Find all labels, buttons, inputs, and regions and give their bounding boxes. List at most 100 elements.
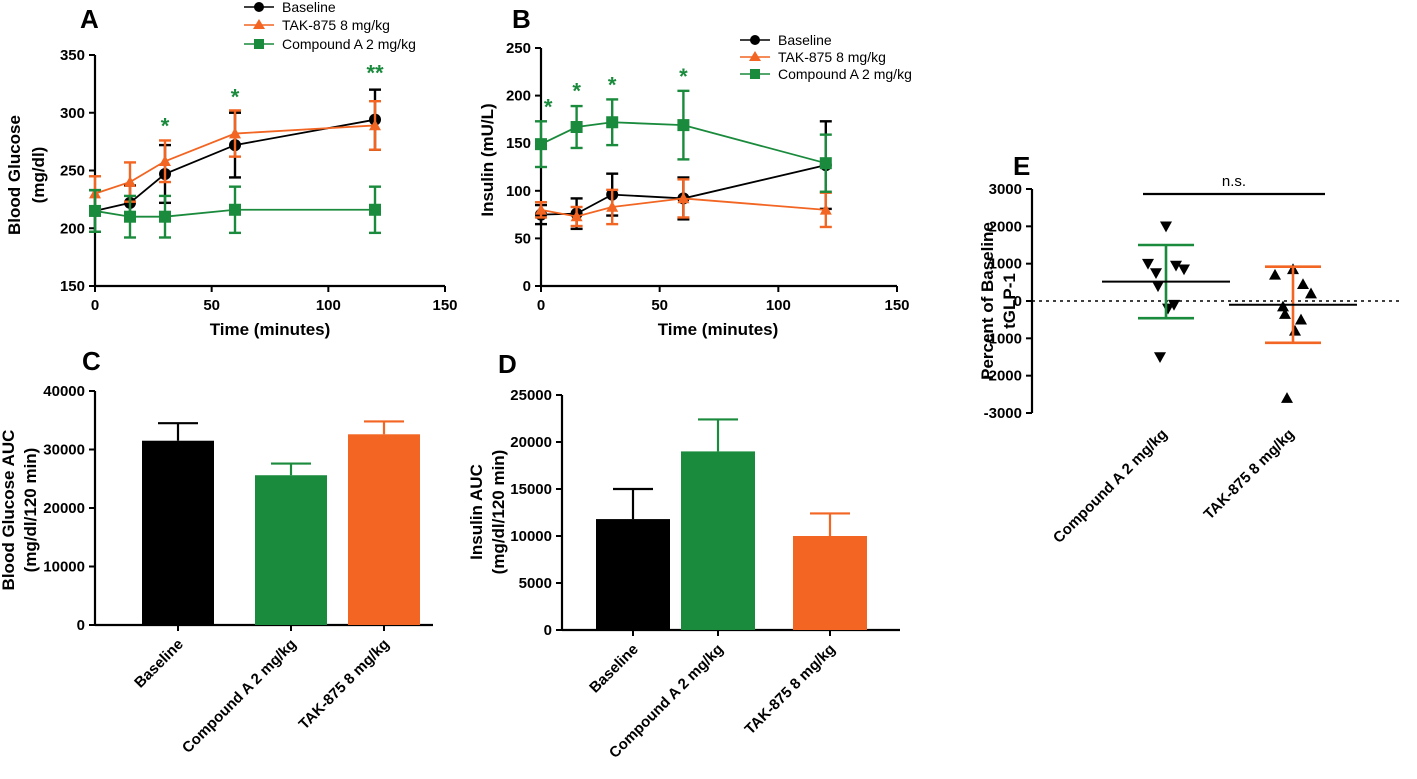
data-point-tak875 bbox=[606, 200, 619, 212]
scatter-point-compoundA bbox=[1152, 281, 1164, 293]
y-tick-label: 250 bbox=[60, 163, 85, 180]
significance-label: n.s. bbox=[1222, 173, 1246, 190]
bar-compoundA bbox=[255, 475, 327, 625]
x-category-label: TAK-875 8 mg/kg bbox=[1201, 426, 1298, 523]
bar-compoundA bbox=[681, 451, 755, 630]
x-tick-label: 50 bbox=[651, 297, 668, 314]
panel-a-x-axis-title: Time (minutes) bbox=[210, 320, 331, 339]
data-point-compoundA bbox=[229, 203, 241, 216]
x-tick-label: 0 bbox=[91, 297, 99, 314]
y-tick-label: 10000 bbox=[510, 528, 552, 545]
scatter-point-compoundA bbox=[1162, 303, 1174, 315]
panel-a-legend-tak875: TAK-875 8 mg/kg bbox=[282, 17, 390, 33]
data-point-compoundA bbox=[535, 138, 547, 151]
y-tick-label: 350 bbox=[60, 47, 85, 64]
data-point-compoundA bbox=[677, 119, 690, 132]
significance-star: * bbox=[231, 85, 240, 110]
panel-e-scatter-chart: E -3000 -2000 -1000 0 1000 2000 3000 Compound A… bbox=[978, 151, 1400, 547]
significance-star: * bbox=[544, 95, 553, 120]
y-tick-label: 20000 bbox=[510, 434, 552, 451]
bar-tak875 bbox=[793, 536, 867, 630]
x-category-label: Baseline bbox=[586, 641, 642, 697]
x-category-label: Compound A 2 mg/kg bbox=[1050, 426, 1171, 547]
y-tick-label: 15000 bbox=[510, 481, 552, 498]
significance-star: ** bbox=[366, 60, 384, 85]
scatter-point-compoundA bbox=[1142, 258, 1154, 270]
scatter-point-tak875 bbox=[1269, 268, 1281, 280]
x-tick-label: 100 bbox=[316, 297, 341, 314]
y-tick-label: 0 bbox=[77, 617, 85, 634]
significance-star: * bbox=[572, 78, 581, 103]
y-tick-label: 20000 bbox=[43, 500, 85, 517]
y-tick-label: 40000 bbox=[43, 383, 85, 400]
scatter-point-tak875 bbox=[1281, 392, 1293, 403]
panel-d-bar-chart: D 0500010000150002000025000BaselineCompo… bbox=[467, 349, 900, 762]
x-category-label: Baseline bbox=[131, 636, 187, 692]
y-tick-label: 150 bbox=[60, 278, 85, 295]
x-category-label: TAK-875 8 mg/kg bbox=[296, 636, 393, 733]
y-tick-label: 50 bbox=[514, 230, 531, 247]
panel-c-y-axis-title-line2: (mg/dl/120 min) bbox=[21, 448, 40, 573]
y-tick-label: 300 bbox=[60, 105, 85, 122]
legend-compound-a-marker bbox=[750, 69, 760, 79]
x-tick-label: 150 bbox=[432, 297, 457, 314]
panel-e-y-axis-title-line2: tGLP-1 bbox=[1000, 273, 1019, 329]
panel-b-legend: Baseline TAK-875 8 mg/kg Compound A 2 mg… bbox=[740, 32, 912, 82]
legend-tak875-marker bbox=[253, 19, 265, 29]
panel-b-legend-baseline: Baseline bbox=[778, 32, 832, 48]
legend-baseline-marker bbox=[750, 35, 760, 45]
panel-d-y-axis-title-line1: Insulin AUC bbox=[467, 464, 486, 560]
data-point-compoundA bbox=[124, 210, 136, 223]
y-tick-label: 100 bbox=[506, 183, 531, 200]
scatter-point-tak875 bbox=[1277, 300, 1289, 312]
data-point-compoundA bbox=[89, 204, 101, 217]
x-category-label: Compound A 2 mg/kg bbox=[179, 636, 300, 757]
y-tick-label: 10000 bbox=[43, 559, 85, 576]
data-point-compoundA bbox=[570, 121, 583, 134]
scatter-point-compoundA bbox=[1150, 268, 1162, 279]
panel-b-x-axis-title: Time (minutes) bbox=[658, 320, 779, 339]
y-tick-label: 200 bbox=[60, 220, 85, 237]
scatter-point-tak875 bbox=[1289, 324, 1301, 336]
y-tick-label: 0 bbox=[1014, 293, 1022, 310]
scatter-point-compoundA bbox=[1168, 299, 1180, 311]
data-point-tak875 bbox=[570, 210, 583, 222]
y-tick-label: 200 bbox=[506, 88, 531, 105]
scatter-point-compoundA bbox=[1154, 352, 1166, 363]
y-tick-label: 2000 bbox=[989, 218, 1022, 235]
panel-a-y-axis-title-line1: Blood Glucose bbox=[5, 115, 24, 235]
panel-e-y-axis-title-line1: Percent of Baseline bbox=[978, 222, 997, 380]
panel-c-y-axis-title-line1: Blood Glucose AUC bbox=[0, 430, 18, 591]
data-point-compoundA bbox=[159, 210, 171, 223]
scatter-point-compoundA bbox=[1170, 260, 1182, 272]
significance-star: * bbox=[608, 73, 617, 98]
panel-c-label: C bbox=[82, 346, 101, 376]
scatter-point-tak875 bbox=[1279, 308, 1291, 319]
panel-a-legend-baseline: Baseline bbox=[282, 0, 336, 15]
scatter-point-tak875 bbox=[1297, 278, 1309, 289]
significance-star: * bbox=[161, 114, 170, 139]
bar-baseline bbox=[596, 519, 670, 630]
panel-a-y-axis-title-line2: (mg/dl) bbox=[29, 147, 48, 204]
x-tick-label: 100 bbox=[766, 297, 791, 314]
panel-a-label: A bbox=[80, 4, 99, 34]
panel-b-line-chart: B 0 50 100 150 200 250 0 50 100 150 * * * * Time (mi… bbox=[478, 4, 912, 339]
y-tick-label: 5000 bbox=[519, 575, 552, 592]
panel-e-label: E bbox=[1013, 151, 1030, 181]
y-tick-label: 250 bbox=[506, 40, 531, 57]
y-tick-label: 150 bbox=[506, 135, 531, 152]
panel-b-label: B bbox=[512, 4, 531, 34]
x-tick-label: 0 bbox=[537, 297, 545, 314]
data-point-tak875 bbox=[819, 203, 832, 215]
panel-b-legend-compound-a: Compound A 2 mg/kg bbox=[778, 66, 912, 82]
data-point-tak875 bbox=[229, 127, 241, 139]
data-point-compoundA bbox=[369, 203, 381, 216]
y-tick-label: 1000 bbox=[989, 256, 1022, 273]
data-point-compoundA bbox=[606, 116, 619, 129]
data-point-compoundA bbox=[819, 157, 832, 170]
bar-tak875 bbox=[348, 434, 420, 625]
panel-d-label: D bbox=[498, 349, 517, 379]
scatter-point-tak875 bbox=[1305, 287, 1317, 299]
